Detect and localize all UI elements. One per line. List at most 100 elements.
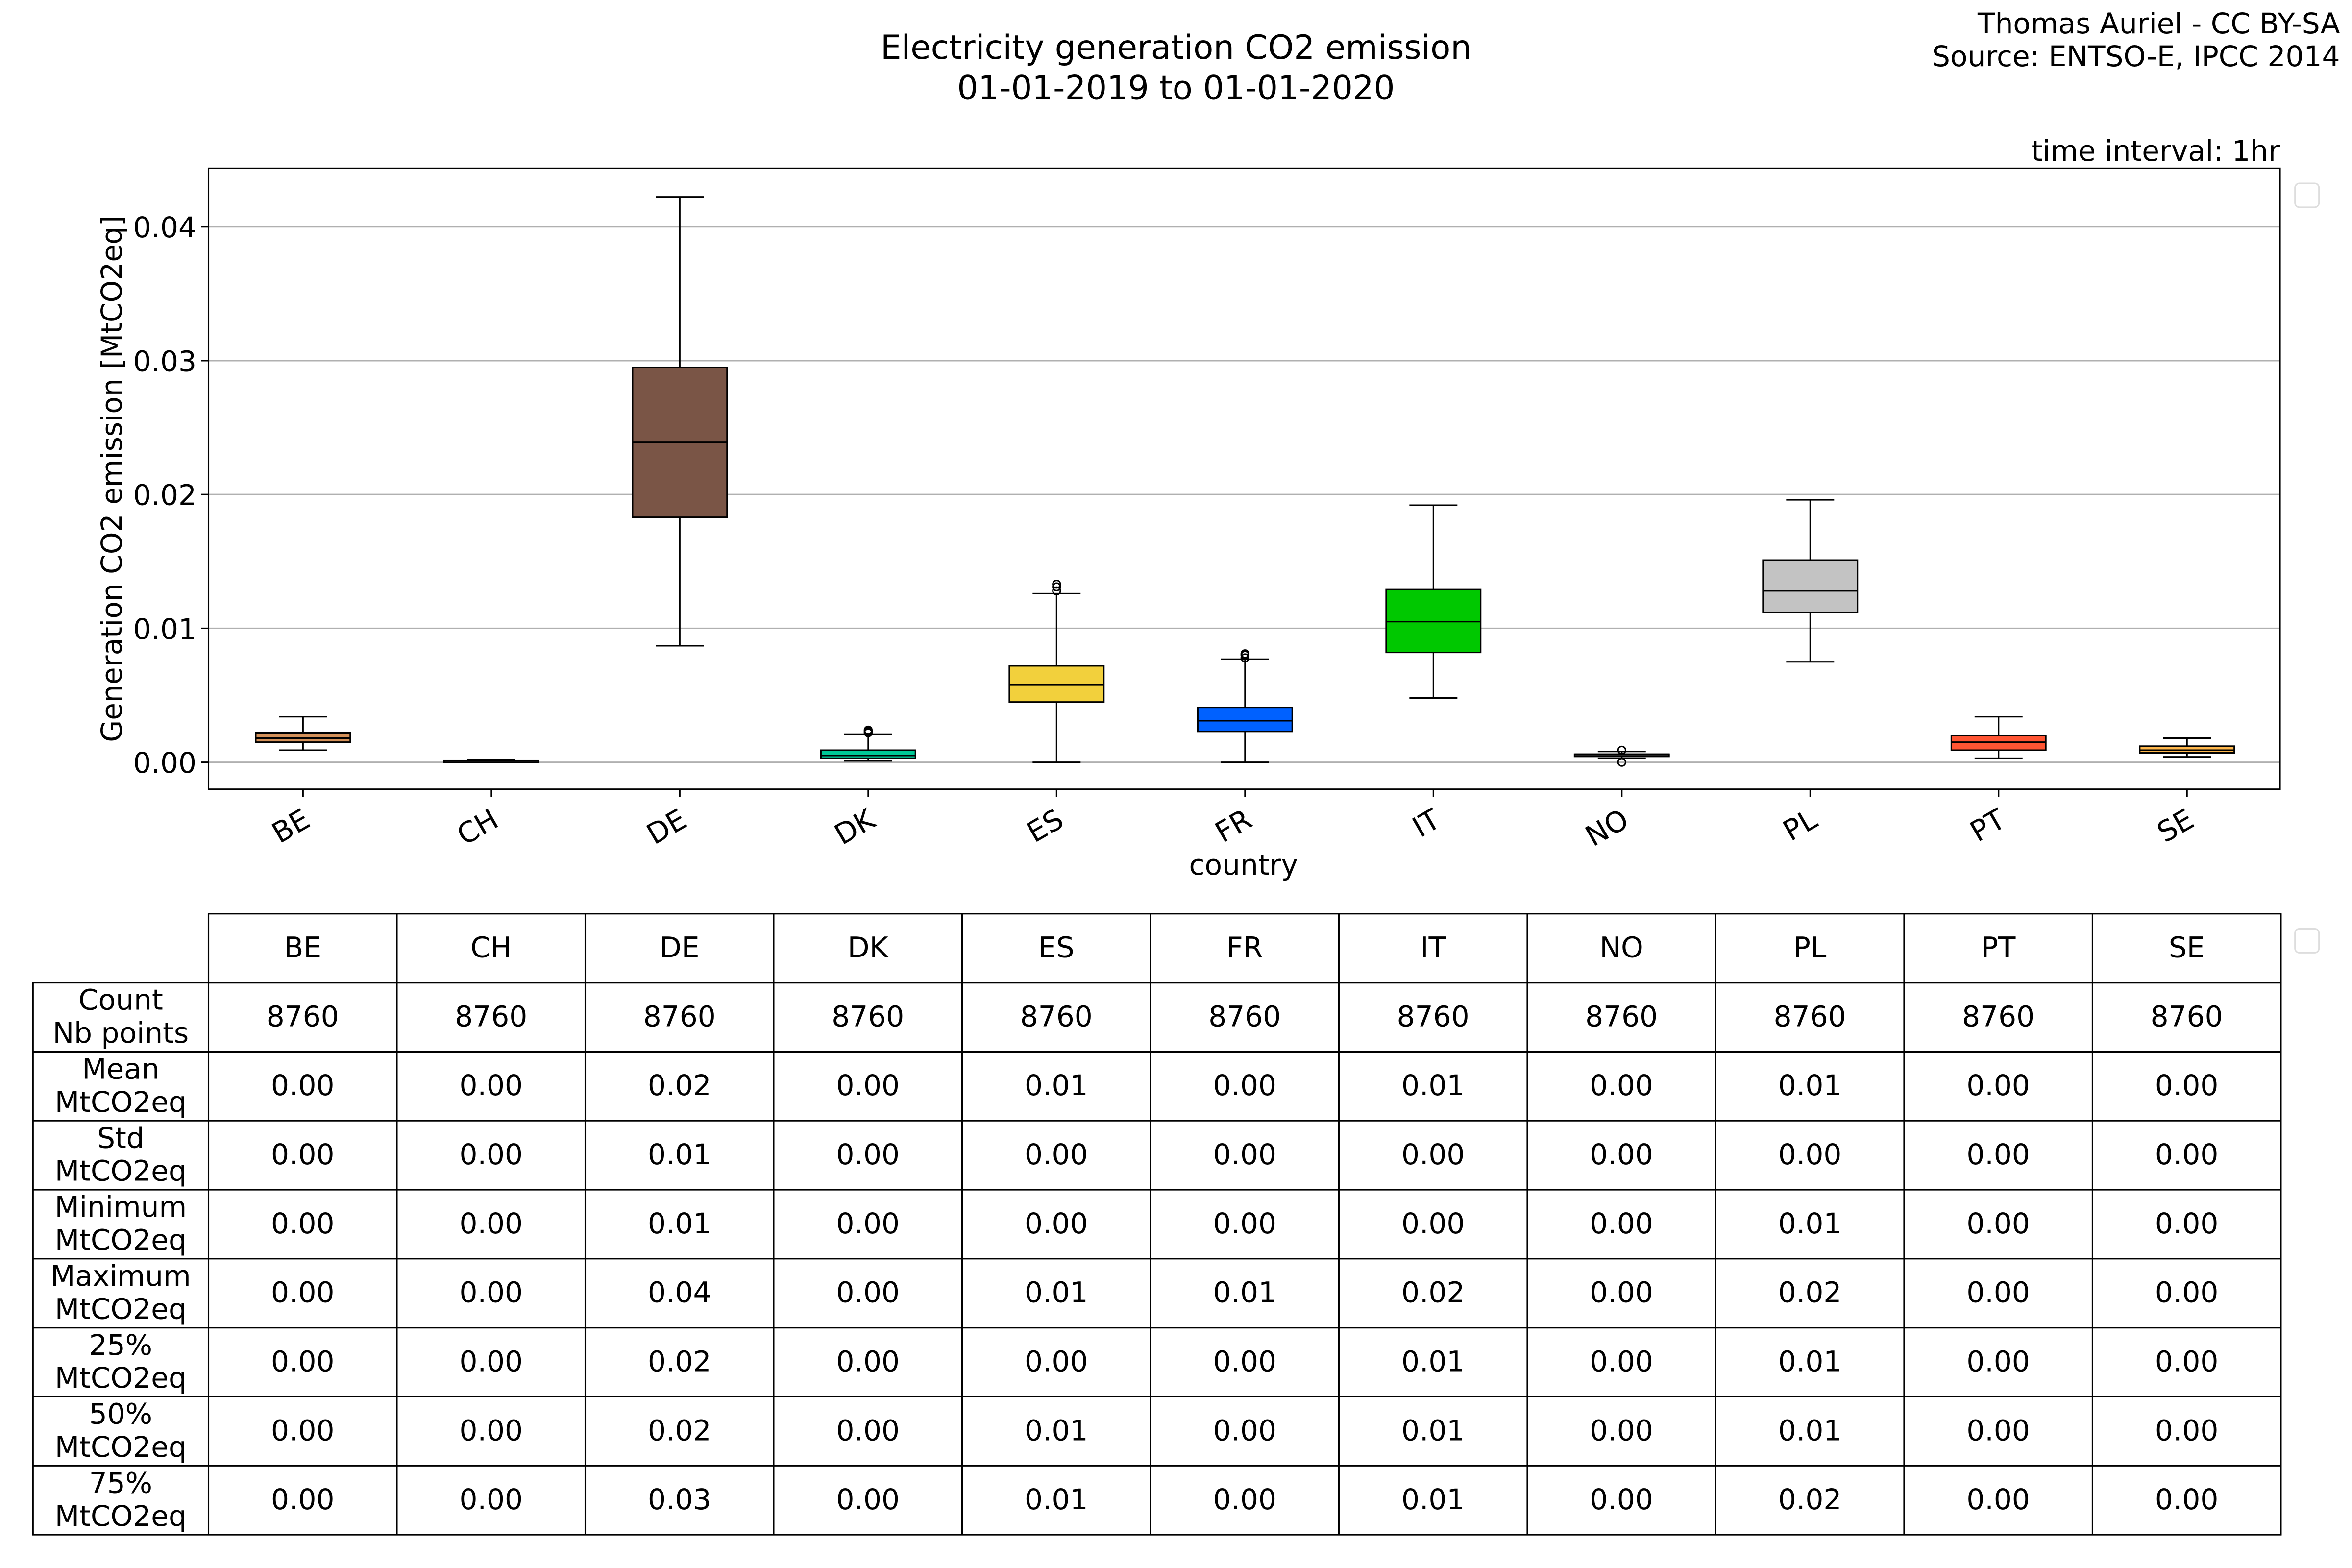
outlier-point <box>1052 580 1061 589</box>
table-column-header: PL <box>1793 931 1827 964</box>
table-column-header: BE <box>284 931 321 964</box>
y-tick-label: 0.02 <box>133 479 197 512</box>
table-row-label-unit: MtCO2eq <box>55 1154 187 1188</box>
table-cell: 0.01 <box>648 1207 711 1240</box>
table-cell: 0.00 <box>836 1276 900 1309</box>
box-ES <box>1008 580 1105 763</box>
table-cell: 0.00 <box>1401 1207 1465 1240</box>
outlier-point <box>1240 649 1250 659</box>
time-interval-annotation: time interval: 1hr <box>2032 134 2280 168</box>
table-cell: 0.01 <box>1778 1345 1842 1378</box>
table-cell: 0.00 <box>2155 1069 2219 1102</box>
box-iqr <box>820 749 916 759</box>
y-axis-label: Generation CO2 emission [MtCO2eq] <box>95 215 128 742</box>
legend-box-empty <box>2294 182 2320 208</box>
table-column-header: SE <box>2169 931 2205 964</box>
table-cell: 0.00 <box>271 1069 335 1102</box>
box-DK <box>820 725 916 762</box>
table-cell: 0.01 <box>1025 1069 1088 1102</box>
table-column-header: IT <box>1420 931 1446 964</box>
outlier-point <box>1240 653 1250 662</box>
table-cell: 0.00 <box>1590 1414 1653 1447</box>
table-cell: 0.01 <box>1401 1345 1465 1378</box>
box-FR <box>1197 649 1293 763</box>
table-row-label: Mean <box>82 1053 159 1086</box>
table-row-label-unit: Nb points <box>53 1016 189 1050</box>
outlier-point <box>863 725 873 735</box>
table-row-label-unit: MtCO2eq <box>55 1292 187 1325</box>
table-cell: 0.01 <box>1025 1276 1088 1309</box>
table-cell: 8760 <box>1020 1000 1093 1033</box>
table-cell: 0.01 <box>1778 1207 1842 1240</box>
source-text: Source: ENTSO-E, IPCC 2014 <box>1932 40 2340 73</box>
table-cell: 0.00 <box>1590 1345 1653 1378</box>
table-column-header: DK <box>848 931 889 964</box>
table-cell: 0.00 <box>271 1414 335 1447</box>
table-row-label: Std <box>97 1121 145 1154</box>
table-cell: 0.00 <box>836 1345 900 1378</box>
table-cell: 0.00 <box>271 1483 335 1516</box>
table-cell: 0.00 <box>836 1069 900 1102</box>
table-cell: 0.00 <box>1025 1138 1088 1171</box>
table-row-label-unit: MtCO2eq <box>55 1224 187 1257</box>
table-cell: 0.00 <box>2155 1345 2219 1378</box>
table-column-header: ES <box>1038 931 1075 964</box>
table-cell: 0.01 <box>1778 1069 1842 1102</box>
table-cell: 0.00 <box>271 1345 335 1378</box>
credit-text: Thomas Auriel - CC BY-SA <box>1977 7 2340 40</box>
table-cell: 0.00 <box>1778 1138 1842 1171</box>
table-cell: 8760 <box>832 1000 904 1033</box>
table-cell: 8760 <box>1208 1000 1281 1033</box>
box-iqr <box>1762 559 1859 613</box>
box-CH <box>443 759 539 763</box>
x-tick-label: DE <box>641 802 692 851</box>
table-cell: 0.02 <box>648 1345 711 1378</box>
table-cell: 0.00 <box>836 1483 900 1516</box>
x-tick-label: PL <box>1777 802 1823 848</box>
table-cell: 0.00 <box>459 1414 523 1447</box>
x-tick-label: BE <box>266 802 315 850</box>
x-tick-label: IT <box>1407 802 1446 844</box>
table-cell: 0.00 <box>459 1207 523 1240</box>
table-cell: 8760 <box>267 1000 339 1033</box>
outlier-point <box>1617 745 1626 755</box>
x-tick-label: SE <box>2152 802 2200 849</box>
table-cell: 0.00 <box>459 1138 523 1171</box>
table-cell: 0.00 <box>1401 1138 1465 1171</box>
table-cell: 0.02 <box>648 1069 711 1102</box>
y-tick-label: 0.01 <box>133 612 197 646</box>
table-cell: 0.00 <box>459 1345 523 1378</box>
box-iqr <box>1197 707 1293 733</box>
table-cell: 0.00 <box>1966 1207 2030 1240</box>
table-cell: 0.04 <box>648 1276 711 1309</box>
table-cell: 8760 <box>455 1000 527 1033</box>
table-cell: 0.02 <box>1401 1276 1465 1309</box>
table-cell: 0.00 <box>2155 1276 2219 1309</box>
table-cell: 0.01 <box>1025 1414 1088 1447</box>
box-DE <box>632 196 728 647</box>
table-cell: 8760 <box>2151 1000 2223 1033</box>
table-cell: 0.00 <box>459 1483 523 1516</box>
table-cell: 0.00 <box>1025 1207 1088 1240</box>
box-PT <box>1950 716 2047 759</box>
chart-subtitle: 01-01-2019 to 01-01-2020 <box>957 69 1395 107</box>
table-cell: 0.01 <box>648 1138 711 1171</box>
table-cell: 0.03 <box>648 1483 711 1516</box>
table-cell: 0.00 <box>1213 1345 1276 1378</box>
table-cell: 0.00 <box>459 1276 523 1309</box>
table-cell: 0.00 <box>1213 1207 1276 1240</box>
table-row-label: 50% <box>89 1397 152 1431</box>
table-cell: 0.00 <box>836 1138 900 1171</box>
y-tick-label: 0.03 <box>133 344 197 378</box>
table-cell: 0.00 <box>2155 1138 2219 1171</box>
table-cell: 0.00 <box>836 1207 900 1240</box>
table-cell: 8760 <box>1962 1000 2034 1033</box>
table-cell: 0.00 <box>271 1207 335 1240</box>
box-PL <box>1762 499 1859 663</box>
outlier-point <box>1617 758 1626 767</box>
table-row-label-unit: MtCO2eq <box>55 1361 187 1395</box>
table-cell: 8760 <box>1397 1000 1470 1033</box>
table-cell: 0.00 <box>1966 1138 2030 1171</box>
